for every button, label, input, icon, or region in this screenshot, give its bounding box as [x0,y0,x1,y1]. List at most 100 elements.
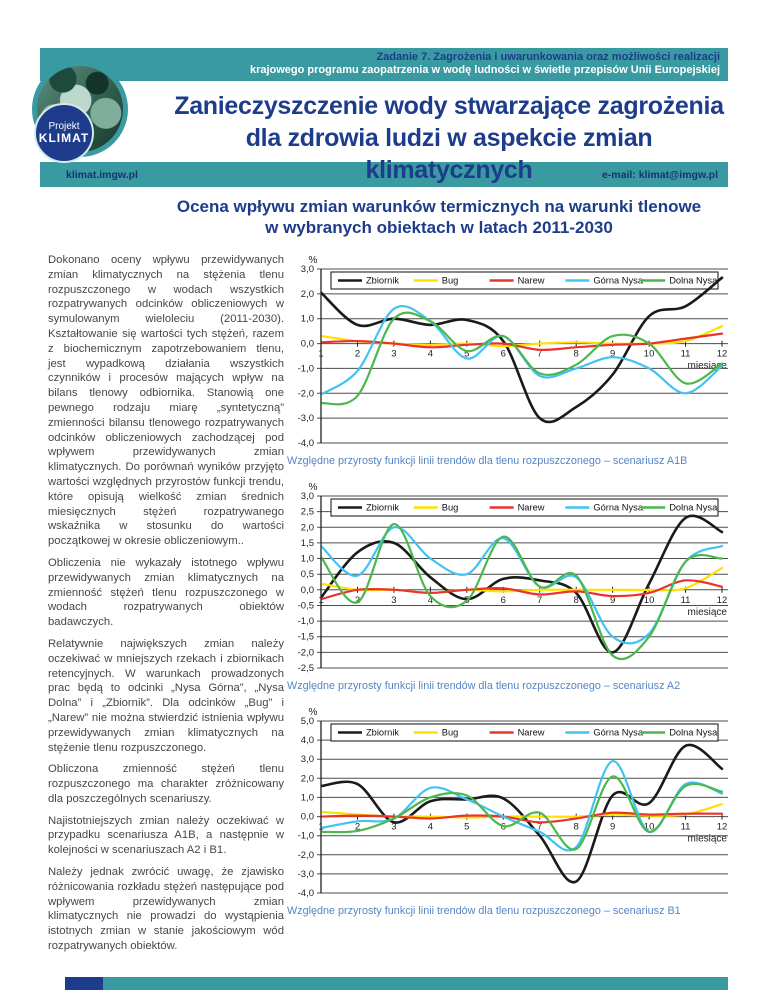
svg-text:0,5: 0,5 [301,569,314,580]
svg-text:-2,0: -2,0 [298,388,314,399]
svg-text:11: 11 [681,595,691,606]
svg-text:2,5: 2,5 [301,507,314,518]
svg-text:1: 1 [318,349,323,360]
svg-text:Górna Nysa: Górna Nysa [593,728,643,738]
svg-text:6: 6 [501,595,506,606]
svg-text:12: 12 [717,349,728,360]
svg-text:4,0: 4,0 [301,735,314,746]
task-band: Zadanie 7. Zagrożenia i uwarunkowania or… [40,48,728,81]
chart-caption-a2: Względne przyrosty funkcji linii trendów… [287,680,681,692]
svg-text:Zbiornik: Zbiornik [366,728,399,738]
svg-text:1,0: 1,0 [301,792,314,803]
svg-text:1: 1 [318,822,323,833]
section-title: Ocena wpływu zmian warunków termicznych … [150,196,728,238]
svg-text:4: 4 [428,595,433,606]
svg-text:Narew: Narew [518,728,545,738]
svg-text:5,0: 5,0 [301,716,314,727]
page-title: Zanieczyszczenie wody stwarzające zagroż… [40,90,728,186]
svg-text:12: 12 [717,822,728,833]
line-chart-a1b: 3,02,01,00,0-1,0-2,0-3,0-4,0%1 2 3 4 5 6 7 8 9 10… [298,255,728,449]
charts-column: 3,0 2,0 1,0 0,0 -1,0 -2,0 -3,0 -4,0% 1 2 3 4 5 6 7 8 9 10… [284,253,730,961]
svg-text:2: 2 [355,595,360,606]
svg-text:3: 3 [391,595,396,606]
svg-text:%: % [309,482,318,493]
paragraph-5: Najistotniejszych zmian należy oczekiwać… [48,814,284,857]
website-link[interactable]: klimat.imgw.pl [66,168,138,181]
svg-text:-2,5: -2,5 [298,663,314,674]
svg-text:-1,0: -1,0 [298,363,314,374]
paragraph-6: Należy jednak zwrócić uwagę, że zjawisko… [48,866,284,953]
svg-text:4: 4 [428,822,433,833]
svg-text:Narew: Narew [518,503,545,513]
task-line-2: krajowego programu zaopatrzenia w wodę l… [249,64,720,76]
svg-text:1,5: 1,5 [301,538,314,549]
svg-text:3: 3 [391,349,396,360]
svg-text:7: 7 [537,595,542,606]
svg-text:2,0: 2,0 [301,773,314,784]
svg-text:10: 10 [644,595,655,606]
svg-text:-4,0: -4,0 [298,438,314,449]
paragraph-3: Relatywnie największych zmian należy ocz… [48,637,284,754]
svg-text:Zbiornik: Zbiornik [366,276,399,286]
svg-text:-2,0: -2,0 [298,850,314,861]
footer-bar [65,977,728,990]
svg-text:miesiące: miesiące [688,607,728,618]
chart-caption-b1: Względne przyrosty funkcji linii trendów… [287,905,681,917]
svg-text:-3,0: -3,0 [298,869,314,880]
svg-text:3,0: 3,0 [301,491,314,502]
svg-text:-2,0: -2,0 [298,647,314,658]
svg-text:-1,0: -1,0 [298,616,314,627]
svg-text:6: 6 [501,349,506,360]
logo-badge: Projekt KLIMAT [34,103,94,163]
svg-text:9: 9 [610,595,615,606]
svg-text:8: 8 [574,822,579,833]
svg-text:%: % [309,255,318,266]
task-line-1: Zadanie 7. Zagrożenia i uwarunkowania or… [376,51,720,63]
svg-text:2: 2 [355,349,360,360]
chart-scenariusz-a2: 3,0 2,5 2,0 1,5 1,0 0,5 0,0 -0,5 -1,0 -1,5 -2,0 -2,… [287,480,730,692]
logo-text-projekt: Projekt [48,120,80,132]
svg-text:Bug: Bug [442,728,459,738]
paragraph-1: Dokonano oceny wpływu przewidywanych zmi… [48,254,284,548]
chart-caption-a1b: Względne przyrosty funkcji linii trendów… [287,455,688,467]
svg-text:4: 4 [428,349,433,360]
paragraph-2: Obliczenia nie wykazały istotnego wpływu… [48,556,284,629]
svg-text:10: 10 [644,822,655,833]
svg-text:7: 7 [537,349,542,360]
svg-text:-3,0: -3,0 [298,413,314,424]
chart-scenariusz-b1: 5,0 4,0 3,0 2,0 1,0 0,0 -1,0 -2,0 -3,0 -4,0% 1 2 3 4 5… [287,705,730,917]
line-chart-b1: 5,04,03,02,01,00,0-1,0-2,0-3,0-4,0%1 2 3 4 5… [298,707,728,899]
section-title-line-2: w wybranych obiektach w latach 2011-2030 [265,218,613,237]
paragraph-4: Obliczona zmienność stężeń tlenu rozpusz… [48,763,284,805]
svg-text:11: 11 [681,349,691,360]
logo-text-klimat: KLIMAT [38,130,90,145]
svg-text:2,0: 2,0 [301,522,314,533]
svg-text:7: 7 [537,822,542,833]
svg-text:2,0: 2,0 [301,289,314,300]
svg-text:-0,5: -0,5 [298,601,314,612]
email-link[interactable]: e-mail: klimat@imgw.pl [601,168,718,181]
section-title-line-1: Ocena wpływu zmian warunków termicznych … [176,197,702,216]
article-column: Dokonano oceny wpływu przewidywanych zmi… [48,253,284,961]
svg-text:0,0: 0,0 [301,339,314,350]
svg-text:10: 10 [644,349,655,360]
page-title-line-1: Zanieczyszczenie wody stwarzające zagroż… [174,92,724,120]
svg-text:2: 2 [355,822,360,833]
svg-text:Dolna Nysa: Dolna Nysa [669,503,718,513]
svg-text:Narew: Narew [518,276,545,286]
svg-text:Górna Nysa: Górna Nysa [593,276,643,286]
page-title-line-2: dla zdrowia ludzi w aspekcie zmian klima… [245,124,653,184]
svg-text:Górna Nysa: Górna Nysa [593,503,643,513]
svg-text:-1,0: -1,0 [298,831,314,842]
svg-text:3,0: 3,0 [301,754,314,765]
svg-text:miesiące: miesiące [688,834,728,845]
svg-text:Bug: Bug [442,503,459,513]
svg-text:5: 5 [464,349,469,360]
main-content: Dokonano oceny wpływu przewidywanych zmi… [48,253,730,961]
svg-text:miesiące: miesiące [688,361,728,372]
svg-text:0,0: 0,0 [301,812,314,823]
svg-text:Dolna Nysa: Dolna Nysa [669,728,718,738]
svg-text:11: 11 [681,822,691,833]
footer-page-box [65,977,103,990]
